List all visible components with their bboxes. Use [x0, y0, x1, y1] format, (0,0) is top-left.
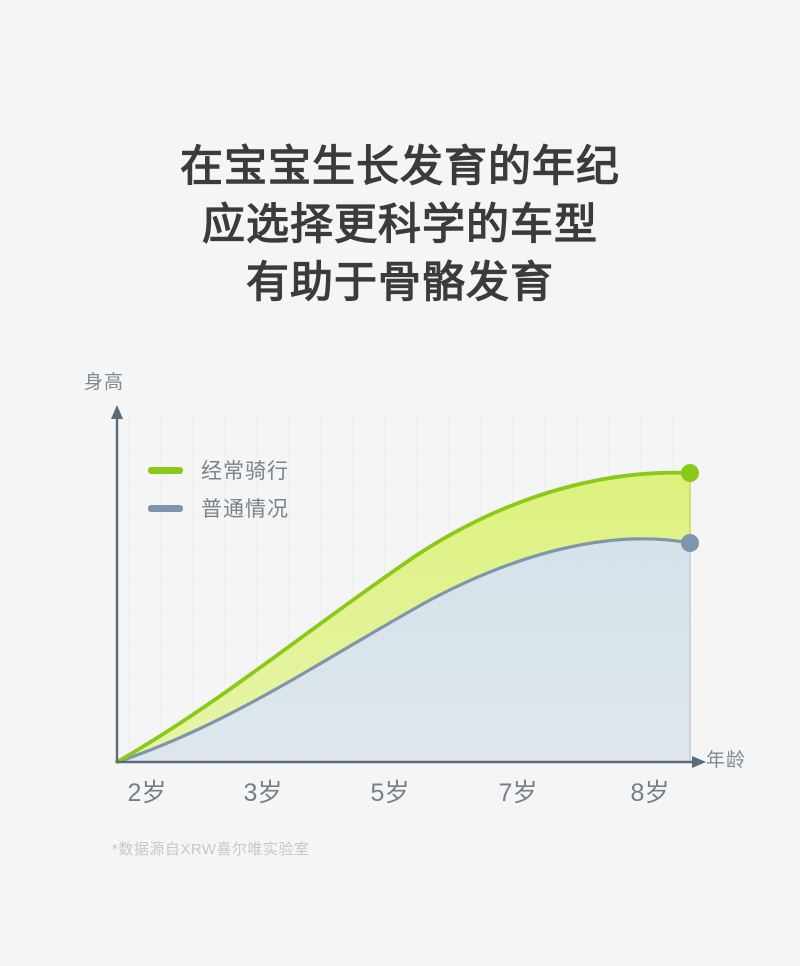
x-tick-label-5: 5岁: [370, 779, 410, 807]
series-endpoint-frequent-riding: [681, 464, 699, 482]
legend-label-frequent-riding: 经常骑行: [201, 460, 289, 483]
y-axis-label: 身高: [84, 372, 125, 393]
x-tick-label-2: 2岁: [127, 779, 167, 807]
series-endpoint-ordinary: [681, 534, 699, 552]
legend-label-ordinary: 普通情况: [201, 498, 289, 521]
legend-swatch-blue: [148, 504, 183, 512]
series-line-frequent-riding: [115, 470, 692, 764]
x-axis-label: 年龄: [706, 750, 747, 771]
growth-chart: 身高 年龄: [0, 355, 800, 875]
series-line-ordinary: [115, 537, 692, 764]
headline-line-2: 应选择更科学的车型: [202, 201, 598, 249]
x-tick-label-3: 3岁: [243, 779, 283, 807]
series-area-frequent-riding: [117, 472, 690, 762]
chart-footnote: *数据源自XRW喜尔唯实验室: [112, 841, 310, 858]
chart-legend: 经常骑行 普通情况: [148, 451, 289, 527]
headline-block: 在宝宝生长发育的年纪 应选择更科学的车型 有助于骨骼发育: [0, 138, 800, 312]
chart-plot-area: [111, 405, 706, 768]
y-axis-arrow: [111, 405, 123, 419]
legend-item-ordinary: 普通情况: [148, 489, 289, 527]
x-tick-label-8: 8岁: [630, 779, 670, 807]
series-area-ordinary: [117, 538, 690, 762]
headline-line-3: 有助于骨骼发育: [246, 259, 554, 307]
x-axis-arrow: [692, 756, 706, 768]
headline-line-1: 在宝宝生长发育的年纪: [180, 143, 620, 191]
legend-swatch-green: [148, 466, 183, 474]
x-tick-label-7: 7岁: [498, 779, 538, 807]
legend-item-frequent-riding: 经常骑行: [148, 451, 289, 489]
